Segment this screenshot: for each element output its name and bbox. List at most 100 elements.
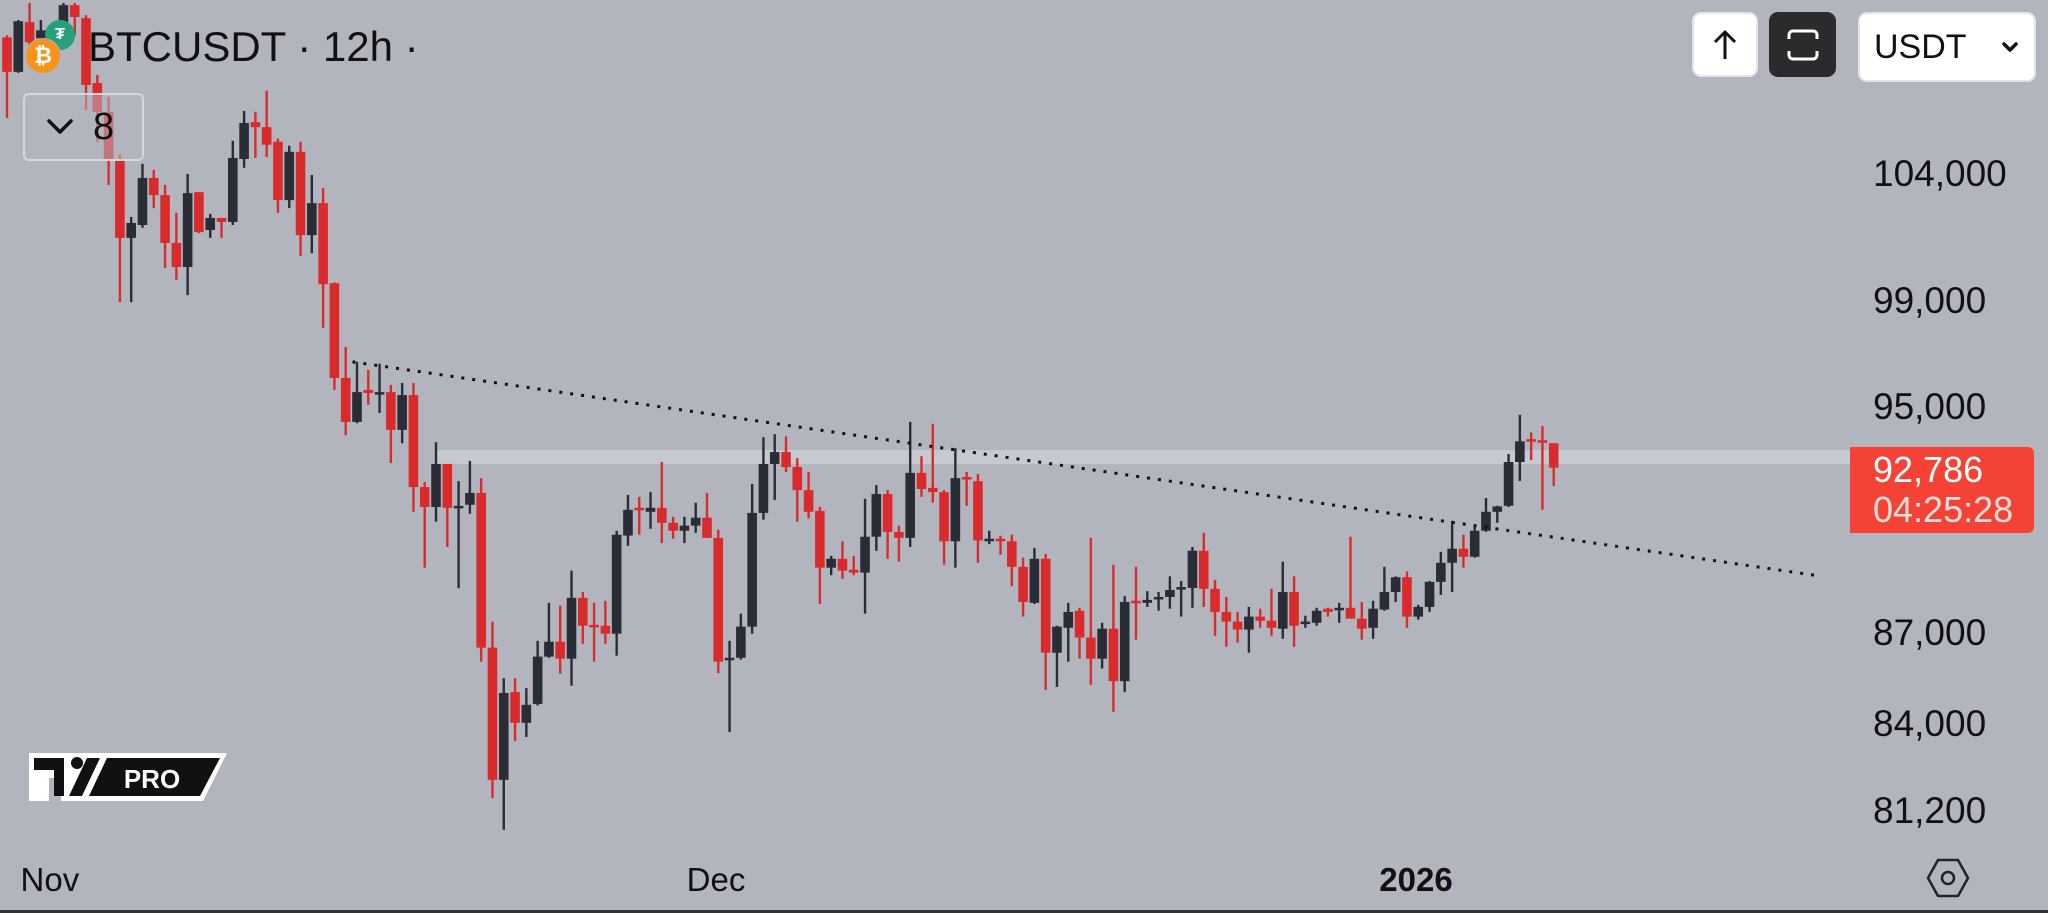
candle-up — [1142, 591, 1153, 607]
candle-wick — [1247, 606, 1251, 653]
candle-up — [137, 163, 148, 228]
candle-body — [374, 392, 385, 395]
chevron-down-icon — [47, 119, 73, 134]
candle-body — [1537, 440, 1548, 443]
candle-body — [1040, 558, 1051, 653]
candle-body — [1436, 562, 1446, 582]
candle-wick — [592, 602, 596, 662]
candle-body — [58, 5, 69, 23]
candle-body — [1311, 610, 1322, 623]
candle-body — [1187, 550, 1198, 588]
candle-up — [374, 363, 385, 413]
candle-down — [1289, 576, 1299, 647]
candle-body — [905, 472, 915, 538]
symbol-title[interactable]: BTCUSDT · 12h · — [88, 23, 419, 70]
candle-body — [792, 467, 803, 491]
candle-body — [1266, 620, 1277, 628]
candle-body — [826, 558, 836, 568]
candle-up — [1277, 561, 1288, 639]
candle-up — [239, 110, 249, 168]
candle-wick — [897, 525, 901, 562]
candle-down — [815, 506, 825, 604]
candle-down — [973, 473, 983, 563]
candle-wick — [457, 481, 460, 589]
candle-up — [465, 460, 475, 514]
candle-body — [1526, 439, 1536, 442]
candle-wick — [705, 492, 709, 538]
price-axis-label: 87,000 — [1873, 612, 1987, 654]
candle-body — [623, 509, 633, 536]
candle-up — [521, 688, 532, 737]
candle-body — [13, 21, 24, 72]
candle-body — [1074, 610, 1085, 638]
candle-down — [1402, 571, 1412, 628]
candle-down — [273, 138, 283, 213]
candle-down — [69, 3, 80, 36]
candle-body — [1086, 637, 1096, 659]
candle-body — [1469, 530, 1480, 557]
candle-down — [589, 602, 599, 662]
candle-wick — [73, 3, 76, 36]
candle-body — [1232, 621, 1243, 630]
candle-up — [205, 213, 216, 238]
candle-up — [1379, 566, 1390, 611]
candle-body — [386, 392, 396, 430]
last-price: 92,786 — [1873, 449, 1984, 490]
candle-body — [927, 487, 938, 493]
candle-down — [702, 492, 712, 538]
candle-body — [1447, 548, 1457, 563]
candle-body — [555, 641, 566, 659]
candle-body — [1390, 577, 1401, 593]
candle-down — [600, 600, 611, 644]
candle-body — [182, 193, 193, 267]
candle-down — [115, 154, 125, 303]
candle-body — [363, 389, 374, 393]
candle-wick — [999, 535, 1002, 555]
candle-wick — [1225, 596, 1228, 647]
candle-body — [442, 463, 453, 508]
candle-up — [431, 442, 441, 522]
hexagon-settings-icon[interactable] — [1926, 856, 1970, 900]
chevron-down-icon — [2002, 42, 2018, 52]
candle-body — [2, 37, 12, 72]
candle-body — [679, 525, 690, 531]
currency-select[interactable]: USDT — [1858, 12, 2036, 82]
candle-down — [487, 621, 498, 799]
horizontal-level-line — [436, 450, 1850, 465]
candle-body — [916, 472, 927, 490]
candle-wick — [638, 496, 641, 535]
candle-up — [1063, 602, 1074, 662]
candle-down — [216, 217, 227, 238]
indicators-toggle-button[interactable]: 8 — [23, 93, 144, 161]
candle-up — [645, 492, 656, 529]
candle-up — [1492, 505, 1503, 523]
candle-body — [837, 558, 848, 571]
candle-body — [1300, 621, 1311, 625]
candle-body — [713, 537, 724, 662]
candle-body — [1323, 608, 1333, 612]
candle-up — [307, 174, 317, 254]
candle-body — [939, 492, 949, 542]
candle-down — [2, 35, 12, 118]
candle-down — [1040, 553, 1051, 690]
fullscreen-button[interactable] — [1769, 12, 1836, 77]
candle-body — [1153, 596, 1164, 600]
candle-up — [1481, 497, 1491, 532]
candle-down — [927, 423, 938, 503]
candle-body — [973, 481, 983, 541]
candle-down — [634, 496, 645, 535]
candle-body — [860, 536, 870, 573]
candle-down — [1221, 596, 1232, 647]
candle-down — [555, 605, 566, 674]
candle-up — [13, 20, 24, 73]
candle-body — [532, 656, 543, 704]
candle-wick — [604, 600, 607, 644]
bar-countdown: 04:25:28 — [1873, 489, 2014, 530]
scroll-up-button[interactable] — [1692, 12, 1758, 77]
candle-body — [657, 507, 667, 523]
candle-wick — [547, 602, 551, 658]
candle-up — [1165, 576, 1175, 609]
candle-wick — [1146, 591, 1149, 607]
candle-down — [476, 478, 486, 662]
